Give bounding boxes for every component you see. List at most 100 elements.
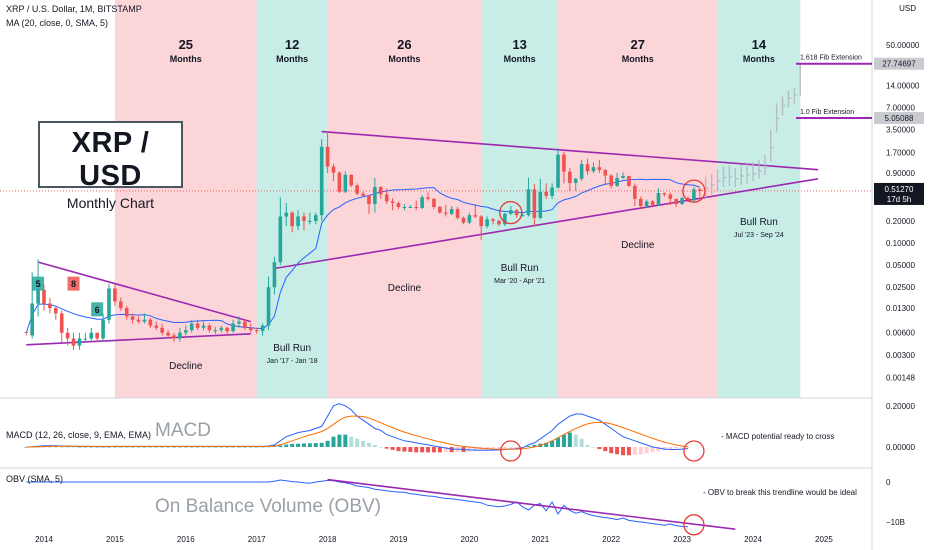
candle-body xyxy=(432,198,436,207)
time-axis[interactable]: 2014 2015 2016 2017 2018 2019 2020 2021 2022 2023… xyxy=(35,535,833,544)
fib-value-tag xyxy=(874,112,924,125)
macd-histogram-bar xyxy=(632,447,637,455)
macd-histogram-bar xyxy=(148,446,153,448)
candle-body xyxy=(585,164,590,172)
cycle-months: 26 xyxy=(397,37,411,52)
candle xyxy=(248,323,253,333)
cycle-months-unit: Months xyxy=(170,54,202,64)
macd-histogram-bar xyxy=(467,447,472,452)
candle-body xyxy=(378,187,383,195)
candle xyxy=(107,283,111,324)
price-tick-label: 0.20000 xyxy=(886,217,915,226)
macd-histogram-bar xyxy=(136,446,141,448)
candle xyxy=(284,203,289,227)
candle-body xyxy=(514,210,519,216)
candle-body xyxy=(603,169,608,176)
candle xyxy=(119,297,123,311)
macd-histogram-bar xyxy=(591,447,596,448)
candle xyxy=(597,160,602,174)
macd-signal-line xyxy=(26,415,689,450)
obv-highlight-circle xyxy=(683,514,705,536)
candle xyxy=(101,313,105,342)
candle xyxy=(178,327,182,342)
obv-note: - OBV to break this trendline would be i… xyxy=(703,488,857,497)
year-tick-label: 2024 xyxy=(744,535,762,544)
macd-histogram-bar xyxy=(390,447,395,450)
macd-histogram-bar xyxy=(414,447,419,453)
candle-body xyxy=(207,325,212,331)
obv-legend[interactable]: OBV (SMA, 5) xyxy=(6,474,64,484)
candle xyxy=(207,323,212,333)
fib-label: 1.0 Fib Extension xyxy=(800,109,854,116)
price-tick-label: 0.05000 xyxy=(886,261,915,270)
macd-histogram-bar xyxy=(638,447,643,455)
cycle-band-6 xyxy=(717,0,801,398)
macd-histogram-bar xyxy=(686,447,691,448)
price-tick-label: 50.00000 xyxy=(886,41,920,50)
candle-body xyxy=(609,175,613,186)
ma-legend[interactable]: MA (20, close, 0, SMA, 5) xyxy=(6,18,109,28)
symbol-line[interactable]: XRP / U.S. Dollar, 1M, BITSTAMP xyxy=(6,4,142,14)
macd-histogram-bar xyxy=(142,446,147,448)
candle xyxy=(254,327,259,334)
candle xyxy=(426,192,430,201)
candle-body xyxy=(48,303,52,309)
price-axis[interactable]: 50.00000 14.00000 7.00000 3.50000 1.70000 0.9… xyxy=(874,41,924,382)
candle xyxy=(503,212,507,227)
macd-histogram-bar xyxy=(296,443,301,447)
macd-tick-label: 0.00000 xyxy=(886,443,915,452)
candle-body xyxy=(272,262,277,288)
candle-body xyxy=(178,332,182,339)
macd-histogram-bar xyxy=(219,446,224,448)
macd-histogram-bar xyxy=(160,446,165,448)
candle-body xyxy=(615,177,619,186)
candle-body xyxy=(124,308,129,317)
candle xyxy=(568,168,572,192)
candle xyxy=(166,330,170,339)
macd-histogram-bar xyxy=(532,444,537,447)
macd-histogram-bar xyxy=(556,437,561,447)
highlight-circle xyxy=(499,200,523,225)
candle-body xyxy=(189,323,194,331)
macd-histogram-bar xyxy=(260,446,265,448)
cycle-months-unit: Months xyxy=(743,54,775,64)
macd-histogram-bar xyxy=(473,447,478,452)
candle xyxy=(414,200,419,211)
year-tick-label: 2022 xyxy=(602,535,620,544)
candle-body xyxy=(260,325,265,332)
candle xyxy=(319,139,324,221)
year-tick-label: 2017 xyxy=(248,535,266,544)
wave-label: 8 xyxy=(71,279,76,289)
candle-body xyxy=(367,195,371,205)
candle-body xyxy=(213,330,218,332)
candle xyxy=(367,195,371,214)
macd-histogram-bar xyxy=(307,443,312,447)
candle xyxy=(402,204,407,211)
candle xyxy=(89,327,94,342)
macd-histogram-bar xyxy=(502,447,507,450)
cycle-label: Decline xyxy=(621,240,655,251)
chart-title-box: XRP / USD Monthly Chart xyxy=(38,121,183,211)
macd-histogram-bar xyxy=(508,447,513,449)
candle xyxy=(272,256,277,295)
macd-highlight-circle xyxy=(500,440,522,462)
candle-body xyxy=(455,209,460,218)
macd-histogram-bar xyxy=(496,447,501,450)
candle-body xyxy=(195,323,200,328)
macd-histogram-bar xyxy=(408,447,413,452)
macd-histogram-bar xyxy=(544,442,549,447)
cycle-range: Jan '17 - Jan '18 xyxy=(267,358,318,365)
macd-histogram-bar xyxy=(248,446,253,448)
candle xyxy=(420,195,424,210)
candle-body xyxy=(225,327,229,332)
cycle-label: Bull Run xyxy=(501,263,539,274)
wave-label-box xyxy=(32,276,45,291)
price-tick-label: 3.50000 xyxy=(886,126,915,135)
macd-histogram-bar xyxy=(361,440,366,447)
candle xyxy=(650,199,655,206)
macd-histogram-bar xyxy=(225,446,230,448)
macd-legend[interactable]: MACD (12, 26, close, 9, EMA, EMA) xyxy=(6,430,152,440)
candle xyxy=(550,183,554,199)
macd-note: - MACD potential ready to cross xyxy=(721,432,835,441)
candle xyxy=(656,188,661,206)
